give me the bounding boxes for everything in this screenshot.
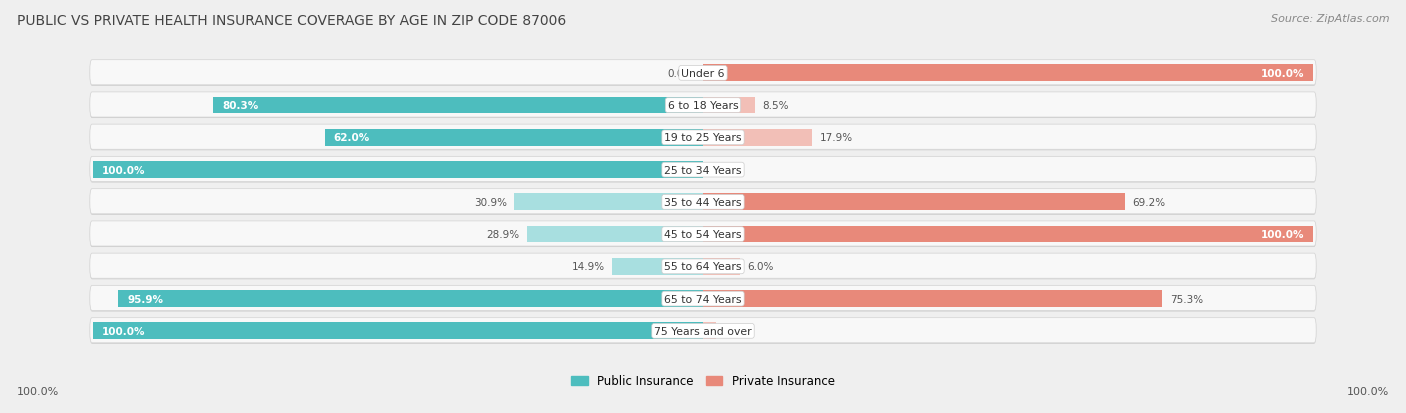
Bar [703, 65, 1313, 82]
Text: 100.0%: 100.0% [103, 165, 145, 175]
Text: Under 6: Under 6 [682, 69, 724, 78]
Text: 19 to 25 Years: 19 to 25 Years [664, 133, 742, 143]
Text: 75 Years and over: 75 Years and over [654, 326, 752, 336]
FancyBboxPatch shape [90, 254, 1316, 279]
Bar [703, 226, 1313, 243]
FancyBboxPatch shape [90, 318, 1316, 343]
Text: 6.0%: 6.0% [747, 262, 773, 272]
Bar [703, 130, 813, 146]
Text: 69.2%: 69.2% [1133, 197, 1166, 207]
Bar [703, 194, 1125, 211]
FancyBboxPatch shape [90, 222, 1316, 247]
FancyBboxPatch shape [90, 254, 1316, 280]
FancyBboxPatch shape [90, 157, 1316, 183]
Bar [325, 130, 703, 146]
Bar [703, 97, 755, 114]
Text: 14.9%: 14.9% [572, 262, 605, 272]
FancyBboxPatch shape [90, 189, 1316, 214]
Text: 2.2%: 2.2% [724, 326, 751, 336]
Text: 100.0%: 100.0% [1347, 387, 1389, 396]
FancyBboxPatch shape [90, 318, 1316, 344]
Text: 65 to 74 Years: 65 to 74 Years [664, 294, 742, 304]
FancyBboxPatch shape [90, 125, 1316, 150]
Bar [527, 226, 703, 243]
FancyBboxPatch shape [90, 93, 1316, 119]
Text: Source: ZipAtlas.com: Source: ZipAtlas.com [1271, 14, 1389, 24]
Text: 25 to 34 Years: 25 to 34 Years [664, 165, 742, 175]
Text: 0.0%: 0.0% [713, 165, 738, 175]
Text: 100.0%: 100.0% [1261, 69, 1303, 78]
Text: 75.3%: 75.3% [1170, 294, 1204, 304]
Text: 100.0%: 100.0% [1261, 230, 1303, 240]
Text: PUBLIC VS PRIVATE HEALTH INSURANCE COVERAGE BY AGE IN ZIP CODE 87006: PUBLIC VS PRIVATE HEALTH INSURANCE COVER… [17, 14, 567, 28]
Text: 45 to 54 Years: 45 to 54 Years [664, 230, 742, 240]
FancyBboxPatch shape [90, 286, 1316, 311]
Text: 62.0%: 62.0% [333, 133, 370, 143]
FancyBboxPatch shape [90, 221, 1316, 247]
FancyBboxPatch shape [90, 125, 1316, 151]
Text: 30.9%: 30.9% [474, 197, 508, 207]
Text: 28.9%: 28.9% [486, 230, 519, 240]
FancyBboxPatch shape [90, 157, 1316, 182]
Text: 8.5%: 8.5% [762, 101, 789, 111]
Text: 17.9%: 17.9% [820, 133, 852, 143]
Bar [703, 323, 717, 339]
Bar [93, 323, 703, 339]
FancyBboxPatch shape [90, 93, 1316, 118]
Bar [214, 97, 703, 114]
Text: 95.9%: 95.9% [127, 294, 163, 304]
Bar [515, 194, 703, 211]
Text: 35 to 44 Years: 35 to 44 Years [664, 197, 742, 207]
Text: 80.3%: 80.3% [222, 101, 259, 111]
FancyBboxPatch shape [90, 61, 1316, 87]
Bar [703, 259, 740, 275]
Bar [703, 290, 1163, 307]
Bar [118, 290, 703, 307]
Legend: Public Insurance, Private Insurance: Public Insurance, Private Insurance [567, 370, 839, 392]
FancyBboxPatch shape [90, 60, 1316, 85]
Text: 55 to 64 Years: 55 to 64 Years [664, 262, 742, 272]
Text: 6 to 18 Years: 6 to 18 Years [668, 101, 738, 111]
Bar [612, 259, 703, 275]
Text: 100.0%: 100.0% [17, 387, 59, 396]
Text: 0.0%: 0.0% [668, 69, 693, 78]
FancyBboxPatch shape [90, 286, 1316, 312]
Bar [93, 162, 703, 178]
FancyBboxPatch shape [90, 190, 1316, 215]
Text: 100.0%: 100.0% [103, 326, 145, 336]
